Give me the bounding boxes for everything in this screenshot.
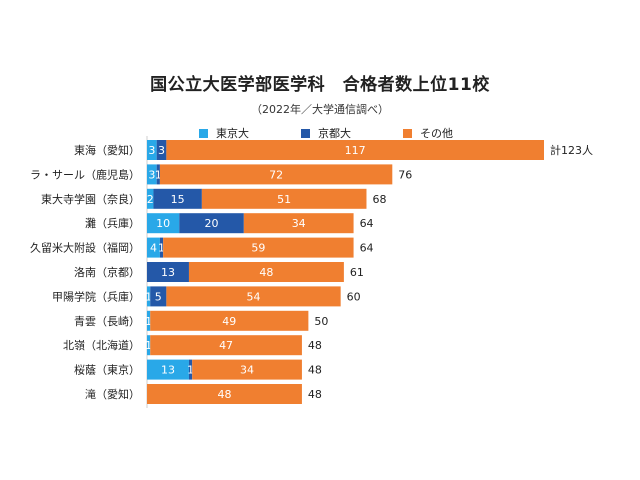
- bar-segment-other: [159, 164, 393, 185]
- bar-segment-other: [150, 335, 302, 356]
- total-label: 68: [372, 193, 386, 206]
- bar-segment-kyoto: [150, 286, 167, 307]
- legend-swatch-kyoto: [301, 128, 310, 138]
- category-label: 桜蔭（東京）: [74, 363, 140, 377]
- legend-item-kyoto: 京都大: [301, 125, 351, 141]
- segment-label-tokyo: 13: [161, 364, 175, 377]
- bar-segment-other: [150, 310, 309, 331]
- bar-segment-other: [166, 286, 341, 307]
- segment-label-other: 34: [240, 364, 254, 377]
- segment-label-kyoto: 20: [205, 217, 219, 230]
- bar-segment-tokyo: [147, 213, 180, 234]
- segment-label-kyoto: 5: [155, 290, 162, 303]
- bar-segment-kyoto: [188, 359, 193, 380]
- segment-label-other: 59: [251, 242, 265, 255]
- category-label: 青雲（長崎）: [74, 314, 140, 328]
- total-label: 48: [308, 364, 322, 377]
- bar-segment-other: [188, 262, 344, 282]
- total-label: 48: [308, 339, 322, 352]
- legend: 東京大 京都大 その他: [199, 126, 505, 140]
- bar-segment-tokyo: [147, 237, 160, 258]
- total-label: 64: [360, 242, 374, 255]
- category-label: 東海（愛知）: [74, 143, 140, 157]
- bar-segment-other: [192, 359, 302, 380]
- segment-label-tokyo: 3: [148, 168, 155, 181]
- category-label: 甲陽学院（兵庫）: [52, 289, 140, 303]
- chart-subtitle: （2022年／大学通信調べ）: [251, 103, 389, 116]
- total-label: 76: [398, 168, 412, 181]
- segment-label-kyoto: 1: [155, 168, 162, 181]
- bar-segment-tokyo: [147, 188, 154, 209]
- legend-swatch-other: [403, 128, 412, 138]
- chart-title: 国公立大医学部医学科 合格者数上位11校: [150, 75, 490, 95]
- category-label: ラ・サール（鹿児島）: [30, 167, 140, 181]
- bar-segment-tokyo: [147, 310, 151, 331]
- segment-label-tokyo: 3: [148, 144, 155, 157]
- total-label: 計123人: [550, 143, 593, 157]
- bar-segment-other: [243, 213, 354, 234]
- bar-segment-other: [163, 237, 354, 258]
- segment-label-kyoto: 3: [158, 144, 165, 157]
- bar-segment-other: [201, 188, 367, 209]
- legend-swatch-tokyo: [199, 128, 208, 138]
- segment-label-kyoto: 13: [161, 266, 175, 279]
- legend-label-other: その他: [420, 127, 453, 140]
- bar-segment-other: [147, 384, 302, 404]
- category-label: 灘（兵庫）: [85, 216, 140, 230]
- bar-segment-other: [166, 140, 545, 160]
- segment-label-kyoto: 15: [171, 193, 185, 206]
- segment-label-tokyo: 10: [156, 217, 170, 230]
- segment-label-other: 47: [219, 339, 233, 352]
- category-label: 久留米大附設（福岡）: [30, 241, 140, 255]
- category-label: 洛南（京都）: [74, 265, 140, 279]
- bar-segment-kyoto: [156, 164, 160, 185]
- bar-segment-kyoto: [159, 237, 164, 258]
- bar-segment-kyoto: [153, 188, 202, 209]
- segment-label-tokyo: 4: [150, 242, 157, 255]
- category-label: 滝（愛知）: [85, 387, 140, 401]
- total-label: 60: [347, 290, 361, 303]
- category-label: 北嶺（北海道）: [63, 338, 140, 352]
- segment-label-tokyo: 1: [145, 315, 152, 328]
- category-label: 東大寺学園（奈良）: [41, 192, 140, 206]
- segment-label-other: 48: [217, 388, 231, 401]
- legend-item-other: その他: [403, 125, 453, 141]
- total-label: 50: [314, 315, 328, 328]
- legend-item-tokyo: 東京大: [199, 125, 249, 141]
- total-label: 61: [350, 266, 364, 279]
- bar-segment-kyoto: [147, 262, 189, 282]
- segment-label-kyoto: 1: [158, 242, 165, 255]
- bar-segment-tokyo: [147, 335, 151, 356]
- segment-label-other: 34: [292, 217, 306, 230]
- bar-segment-tokyo: [147, 359, 189, 380]
- segment-label-other: 72: [269, 168, 283, 181]
- segment-label-other: 48: [259, 266, 273, 279]
- segment-label-tokyo: 1: [145, 290, 152, 303]
- segment-label-kyoto: 1: [187, 364, 194, 377]
- total-label: 48: [308, 388, 322, 401]
- segment-label-tokyo: 1: [145, 339, 152, 352]
- bar-segment-tokyo: [147, 140, 157, 160]
- segment-label-other: 49: [222, 315, 236, 328]
- bar-segment-kyoto: [156, 140, 167, 160]
- segment-label-other: 54: [247, 290, 261, 303]
- legend-label-tokyo: 東京大: [216, 127, 249, 140]
- legend-label-kyoto: 京都大: [318, 127, 351, 140]
- segment-label-other: 117: [345, 144, 366, 157]
- total-label: 64: [360, 217, 374, 230]
- segment-label-tokyo: 2: [147, 193, 154, 206]
- segment-label-other: 51: [277, 193, 291, 206]
- bar-segment-kyoto: [179, 213, 244, 234]
- bar-segment-tokyo: [147, 164, 157, 185]
- bar-segment-tokyo: [147, 286, 151, 307]
